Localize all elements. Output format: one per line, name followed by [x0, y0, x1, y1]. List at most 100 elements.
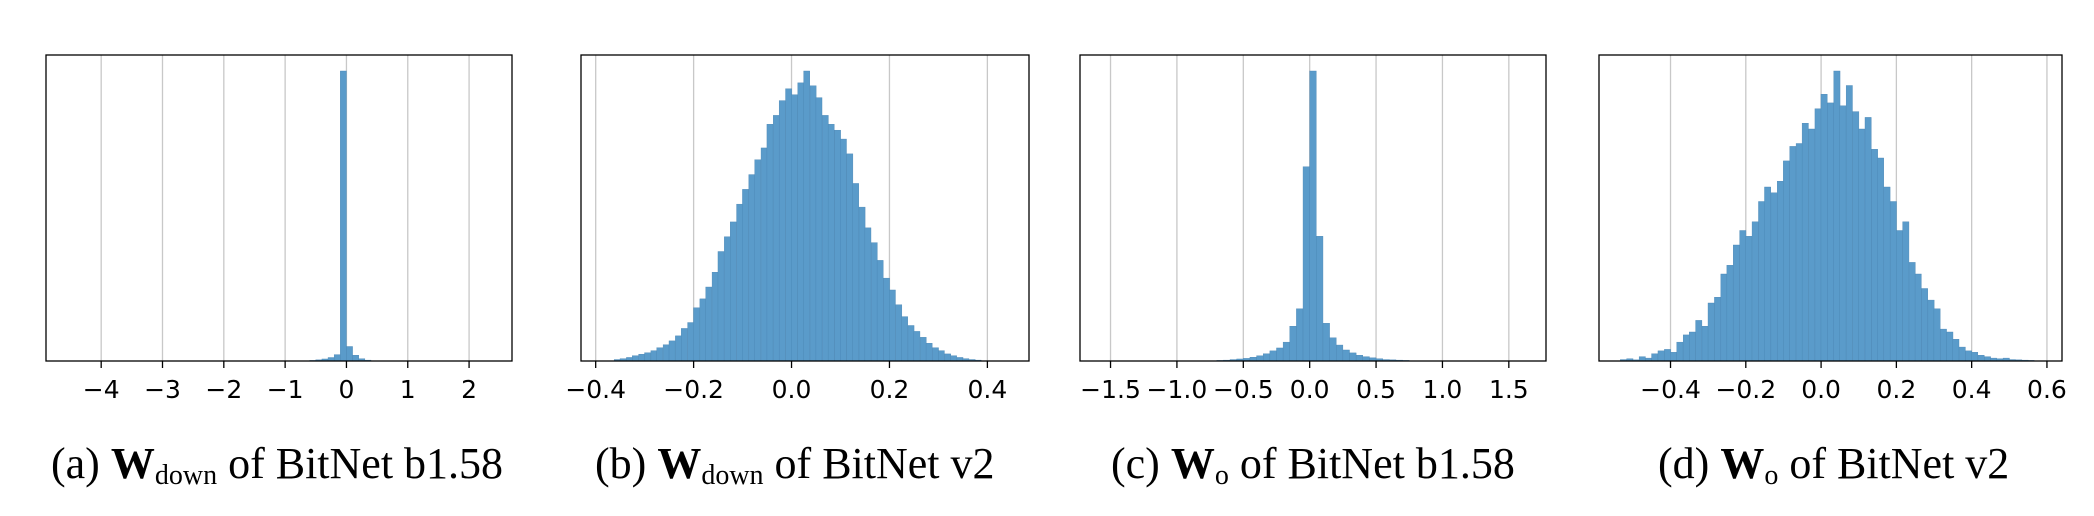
histogram-bar — [766, 124, 774, 362]
caption-bold: W — [657, 439, 702, 488]
histogram-bar — [1701, 326, 1709, 362]
x-tick-label: −4 — [83, 375, 120, 404]
histogram-bar — [895, 304, 903, 362]
x-tick-label: −0.2 — [663, 375, 724, 404]
histogram-bar — [827, 124, 835, 362]
x-tick-label: −1.0 — [1147, 375, 1208, 404]
histogram-bar — [1336, 344, 1344, 362]
histogram-bar — [1263, 353, 1271, 362]
histogram-bar — [1890, 201, 1897, 362]
histogram-bar — [1651, 353, 1659, 362]
caption-bold: W — [1720, 439, 1765, 488]
histogram-bar — [754, 159, 762, 362]
histogram-bar — [711, 272, 719, 362]
histogram-bar — [1733, 244, 1740, 362]
histogram-bar — [1864, 117, 1872, 362]
histogram-panel-a: −4 −3 −2 −1 0 1 2 — [0, 0, 572, 420]
histogram-bar — [803, 70, 810, 362]
histogram-bar — [1676, 341, 1684, 362]
histogram-bar — [1933, 308, 1941, 362]
histogram-bar — [632, 355, 639, 362]
histogram-bar — [742, 189, 749, 362]
histogram-bar — [791, 94, 798, 362]
histogram-bar — [1282, 341, 1290, 362]
histogram-b: −0.4 −0.2 0.0 0.2 0.4 — [565, 54, 1030, 404]
histogram-bar — [815, 97, 823, 362]
histogram-bar — [834, 129, 841, 362]
histogram-bar — [809, 85, 817, 362]
histogram-c: −1.5 −1.0 −0.5 0.0 0.5 1.0 1.5 — [1079, 54, 1547, 404]
caption-sub: down — [154, 460, 218, 491]
histogram-bar — [938, 350, 945, 362]
histogram-bar — [871, 242, 878, 362]
histogram-bar — [1921, 288, 1928, 362]
histogram-bar — [1795, 143, 1803, 362]
histogram-bar — [760, 147, 768, 362]
histogram-bar — [950, 355, 957, 362]
histogram-bar — [1839, 105, 1847, 362]
caption-prefix: (b) — [595, 439, 658, 488]
histogram-bar — [883, 277, 890, 362]
histogram-bar — [1720, 273, 1728, 362]
x-tick-label: 1.0 — [1423, 375, 1463, 404]
x-tick-label: 0.4 — [1952, 375, 1992, 404]
histogram-bar — [925, 343, 933, 362]
histogram-bar — [932, 347, 939, 362]
histogram-bar — [1309, 70, 1317, 362]
x-tick-label: 2 — [461, 375, 477, 404]
histogram-bar — [1977, 355, 1985, 362]
histogram-bar — [778, 100, 786, 362]
histogram-bar — [1927, 299, 1935, 362]
x-tick-label: −2 — [205, 375, 242, 404]
histogram-bar — [1349, 352, 1357, 362]
histogram-bar — [1908, 262, 1916, 362]
histogram-bar — [1276, 347, 1284, 362]
histogram-bar — [699, 298, 707, 362]
histogram-bar — [846, 153, 854, 362]
histogram-bar — [1689, 331, 1696, 362]
histogram-bar — [1751, 221, 1759, 362]
histogram-bar — [1852, 111, 1860, 362]
histogram-bar — [1965, 350, 1972, 362]
histogram-bar — [1657, 350, 1665, 362]
histogram-bar — [1814, 108, 1822, 362]
histogram-bar — [1820, 93, 1828, 362]
caption-prefix: (a) — [51, 439, 111, 488]
histogram-bar — [650, 350, 658, 362]
x-tick-label: 0.4 — [967, 375, 1007, 404]
histogram-bar — [736, 203, 743, 362]
histogram-bar — [1745, 236, 1753, 362]
histogram-bar — [1971, 352, 1979, 362]
histogram-panel-d: −0.4 −0.2 0.0 0.2 0.4 0.6 — [1539, 0, 2094, 420]
histogram-bar — [346, 346, 353, 362]
caption-d: (d) Wo of BitNet v2 — [1658, 438, 2009, 492]
x-tick-label: 0.6 — [2027, 375, 2067, 404]
histogram-bar — [1322, 323, 1330, 362]
histogram-bar — [681, 328, 688, 362]
histogram-bar — [1758, 201, 1765, 362]
histogram-bar — [907, 325, 915, 362]
histogram-bar — [1638, 356, 1646, 362]
x-tick-label: −3 — [144, 375, 181, 404]
histogram-bar — [944, 353, 951, 362]
x-tick-label: 1 — [400, 375, 416, 404]
histogram-panel-b: −0.4 −0.2 0.0 0.2 0.4 — [521, 0, 1089, 420]
histogram-bar — [1342, 349, 1350, 362]
caption-sub: o — [1764, 460, 1779, 491]
histogram-bar — [1770, 192, 1778, 362]
histogram-bar — [1777, 180, 1784, 362]
histogram-bar — [797, 82, 805, 362]
caption-b: (b) Wdown of BitNet v2 — [595, 438, 995, 492]
histogram-bar — [822, 115, 829, 362]
histogram-bar — [1877, 157, 1884, 362]
histogram-bar — [1902, 221, 1910, 362]
histogram-bar — [1914, 273, 1922, 362]
caption-suffix: of BitNet b1.58 — [217, 439, 504, 488]
x-tick-label: −0.4 — [1640, 375, 1701, 404]
histogram-bar — [852, 183, 859, 362]
histogram-bar — [1827, 102, 1834, 362]
caption-sub: down — [701, 460, 764, 491]
caption-a: (a) Wdown of BitNet b1.58 — [51, 438, 503, 492]
plot-frame — [1598, 54, 2063, 362]
x-tick-label: 0.5 — [1356, 375, 1396, 404]
